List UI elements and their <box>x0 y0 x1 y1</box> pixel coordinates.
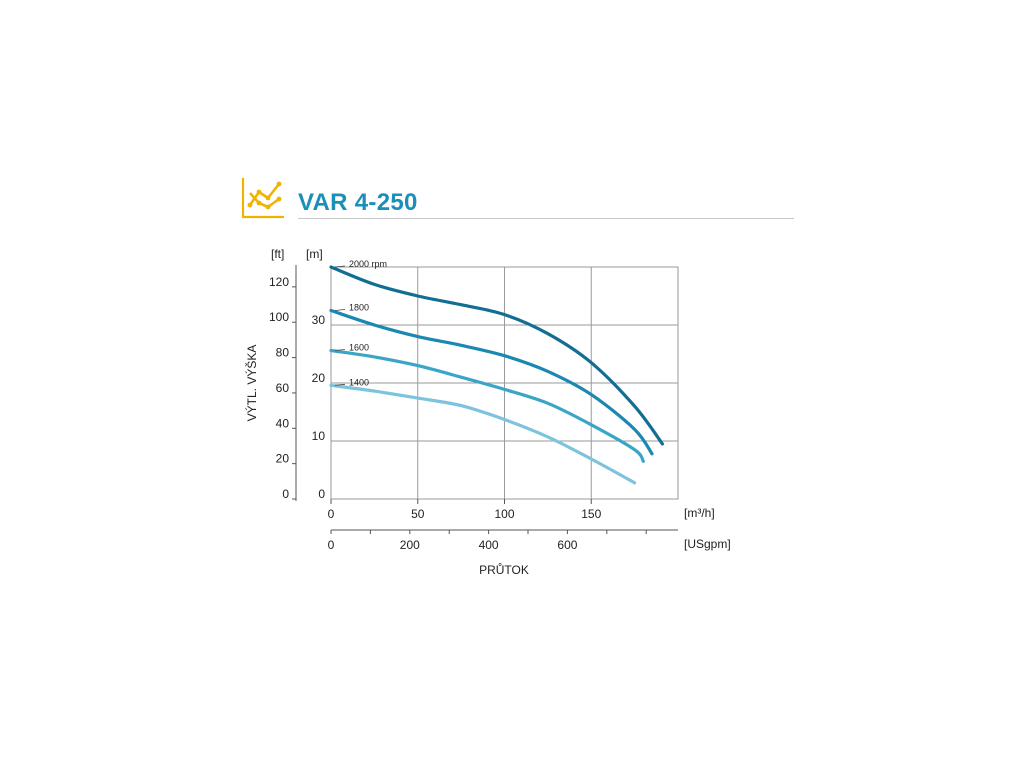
y-axis-unit-ft: [ft] <box>271 247 284 261</box>
chart-header: VAR 4-250 <box>240 176 794 220</box>
chart-axes <box>292 265 678 534</box>
y-tick-label: 0 <box>318 487 325 501</box>
series-label: 1400 <box>349 377 369 387</box>
y2-tick-label: 120 <box>269 275 289 289</box>
y2-tick-label: 80 <box>276 346 290 360</box>
y-axis-unit-m: [m] <box>306 247 323 261</box>
y2-tick-label: 20 <box>276 452 290 466</box>
y-tick-label: 30 <box>312 313 326 327</box>
x-axis-unit-m3h: [m³/h] <box>684 506 715 520</box>
x-tick-label: 0 <box>328 507 335 521</box>
x-axis-label: PRŮTOK <box>479 562 529 577</box>
series-label-leader <box>334 383 346 386</box>
x-tick-label: 150 <box>581 507 601 521</box>
y2-tick-label: 60 <box>276 381 290 395</box>
x2-tick-label: 400 <box>479 538 499 552</box>
y2-tick-label: 100 <box>269 310 289 324</box>
x2-tick-label: 600 <box>557 538 577 552</box>
y2-tick-label: 0 <box>282 487 289 501</box>
x2-tick-label: 0 <box>328 538 335 552</box>
header-divider <box>298 218 794 219</box>
series-line <box>329 383 637 485</box>
series-label: 1600 <box>349 343 369 353</box>
chart-grid <box>330 266 679 500</box>
line-chart-icon <box>241 178 284 219</box>
series-label-leader <box>334 265 346 268</box>
series-label-leader <box>334 309 346 311</box>
series-line <box>329 348 645 463</box>
y-tick-label: 20 <box>312 371 326 385</box>
x-tick-label: 100 <box>494 507 514 521</box>
y-tick-label: 10 <box>312 429 326 443</box>
x-axis-unit-usgpm: [USgpm] <box>684 537 731 551</box>
x-tick-label: 50 <box>411 507 425 521</box>
chart-title: VAR 4-250 <box>298 189 418 216</box>
y2-tick-label: 40 <box>276 416 290 430</box>
series-line <box>329 265 664 446</box>
series-label: 1800 <box>349 303 369 313</box>
chart-labels: 0 50 100 150 0 10 20 30 0 20 40 60 80 100 120 0 200 400 60… <box>269 259 602 552</box>
series-line <box>329 308 654 456</box>
series-label-leader <box>334 349 346 351</box>
y-axis-label: VÝTL. VÝŠKA <box>244 345 259 422</box>
chart-series <box>329 265 664 485</box>
x2-tick-label: 200 <box>400 538 420 552</box>
series-label: 2000 rpm <box>349 259 387 269</box>
